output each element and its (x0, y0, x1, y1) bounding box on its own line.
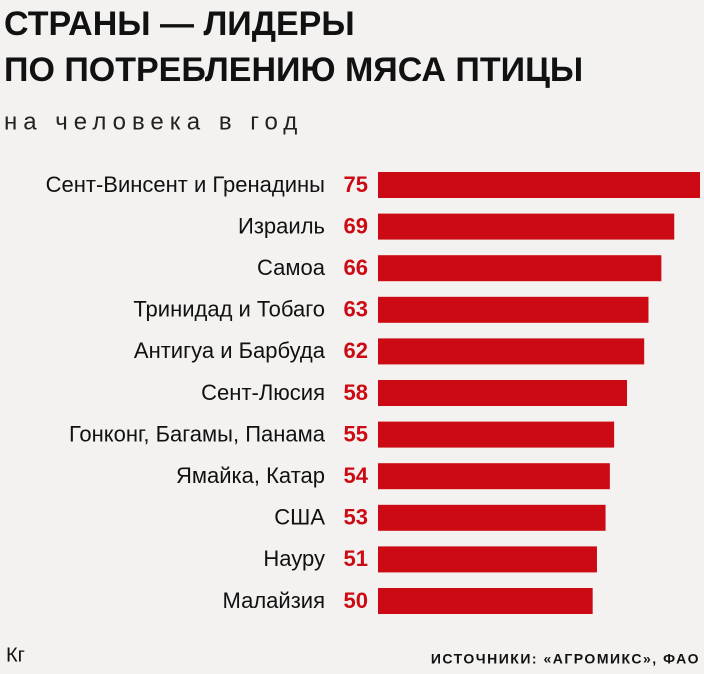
value-label: 69 (344, 213, 368, 238)
value-label: 50 (344, 588, 368, 613)
bar (378, 588, 593, 614)
category-label: США (274, 505, 325, 530)
bar (378, 338, 645, 365)
value-label: 54 (344, 463, 369, 488)
value-label: 66 (344, 255, 368, 280)
value-label: 75 (344, 172, 368, 197)
chart-subtitle: на человека в год (4, 108, 303, 135)
bar (378, 463, 610, 490)
value-label: 53 (344, 505, 368, 530)
value-label: 63 (344, 297, 368, 322)
category-label: Самоа (257, 255, 326, 280)
bar (378, 213, 675, 240)
category-label: Сент-Люсия (201, 380, 325, 405)
bar (378, 546, 597, 573)
value-label: 62 (344, 338, 368, 363)
bar (378, 296, 649, 323)
category-label: Малайзия (223, 588, 325, 613)
chart-title: СТРАНЫ — ЛИДЕРЫ (4, 5, 355, 43)
bar (378, 172, 700, 198)
category-label: Ямайка, Катар (176, 463, 325, 488)
value-label: 55 (344, 421, 368, 446)
category-label: Антигуа и Барбуда (134, 338, 326, 363)
bar (378, 504, 606, 531)
bar (378, 421, 615, 448)
category-label: Сент-Винсент и Гренадины (46, 172, 325, 197)
unit-label: Кг (6, 644, 25, 666)
value-label: 58 (344, 380, 368, 405)
category-label: Науру (263, 546, 325, 571)
bar (378, 380, 628, 406)
source: ИСТОЧНИКИ: «АГРОМИКС», ФАО (431, 651, 700, 667)
chart-title: ПО ПОТРЕБЛЕНИЮ МЯСА ПТИЦЫ (4, 51, 583, 89)
category-label: Гонконг, Багамы, Панама (69, 421, 326, 446)
category-label: Тринидад и Тобаго (133, 297, 325, 322)
bar (378, 255, 662, 282)
category-label: Израиль (238, 213, 325, 238)
value-label: 51 (344, 546, 368, 571)
